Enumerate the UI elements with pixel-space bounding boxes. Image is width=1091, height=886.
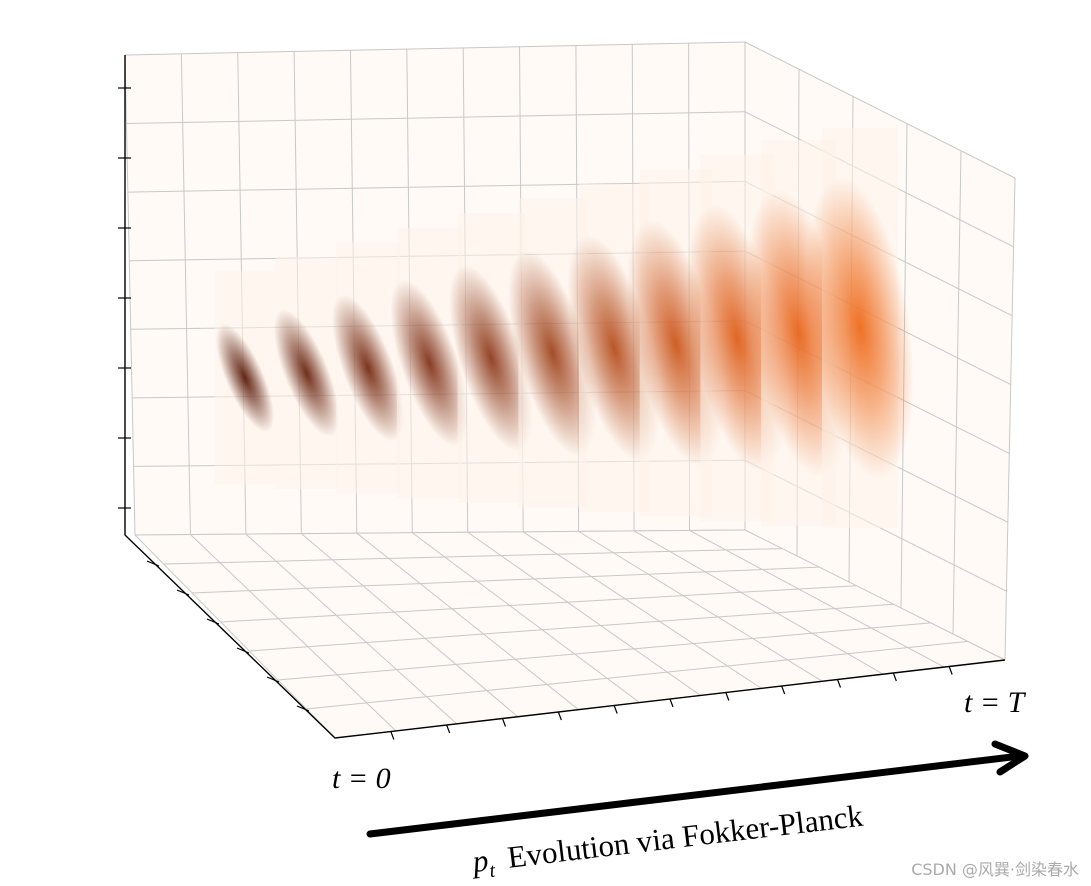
axis-tick: [390, 731, 395, 740]
grid-line: [134, 529, 746, 536]
axis-tick: [948, 666, 953, 675]
grid-line: [277, 622, 931, 681]
density-blob: [449, 265, 533, 451]
grid-line: [633, 530, 884, 675]
axis-tick: [781, 685, 786, 695]
grid-line: [1004, 177, 1016, 661]
caption: pt Evolution via Fokker-Planck: [469, 798, 866, 885]
grid-line: [124, 54, 136, 536]
caption-symbol: p: [469, 842, 491, 879]
grid-line: [411, 532, 640, 703]
grid-line: [126, 111, 746, 125]
t-end-label: t = T: [964, 686, 1027, 719]
density-blob: [332, 294, 404, 442]
axis-tick: [296, 705, 310, 712]
axis-tick: [446, 724, 451, 734]
grid-line: [689, 530, 945, 668]
density-slices: [214, 128, 914, 528]
grid-line: [249, 603, 894, 652]
axis-tick: [557, 711, 562, 721]
axes: [118, 55, 1006, 740]
axis-tick: [266, 676, 280, 683]
grid-line: [180, 53, 191, 535]
density-blob: [215, 323, 275, 433]
density-blob: [567, 235, 661, 461]
grid-line: [744, 529, 1006, 661]
density-blob: [508, 250, 597, 456]
axis-tick: [892, 672, 897, 682]
grid-line: [952, 150, 962, 635]
grid-line: [220, 585, 857, 623]
axis-tick: [206, 618, 220, 625]
density-blob: [390, 279, 469, 447]
grid-line: [301, 533, 519, 718]
axis-tick: [146, 560, 160, 567]
caption-subscript: t: [488, 860, 497, 883]
grid-line: [306, 640, 968, 710]
grid-line: [163, 548, 783, 565]
axis-tick: [176, 589, 190, 596]
grid-line: [190, 534, 397, 732]
grid-line: [744, 41, 1016, 179]
grid-line: [356, 532, 579, 711]
grid-line: [578, 530, 823, 682]
floor-grid: [134, 529, 1006, 739]
grid-line: [467, 531, 701, 696]
grid-line: [192, 566, 820, 594]
grid-line: [124, 41, 746, 56]
density-blob: [273, 309, 340, 437]
floor-fill: [135, 530, 1005, 738]
axis-tick: [836, 679, 842, 688]
axis-tick: [236, 647, 250, 654]
axis-tick: [725, 692, 730, 701]
grid-line: [522, 531, 762, 689]
grid-line: [245, 533, 458, 725]
axis-tick: [669, 698, 674, 708]
grid-line: [134, 534, 336, 739]
t-start-label: t = 0: [332, 762, 391, 795]
axis-tick: [501, 718, 507, 727]
density-blob: [806, 177, 914, 479]
evolution-arrow: [366, 740, 1029, 838]
watermark: CSDN @风巽·剑染春水: [911, 860, 1079, 879]
axis-tick: [613, 705, 618, 714]
